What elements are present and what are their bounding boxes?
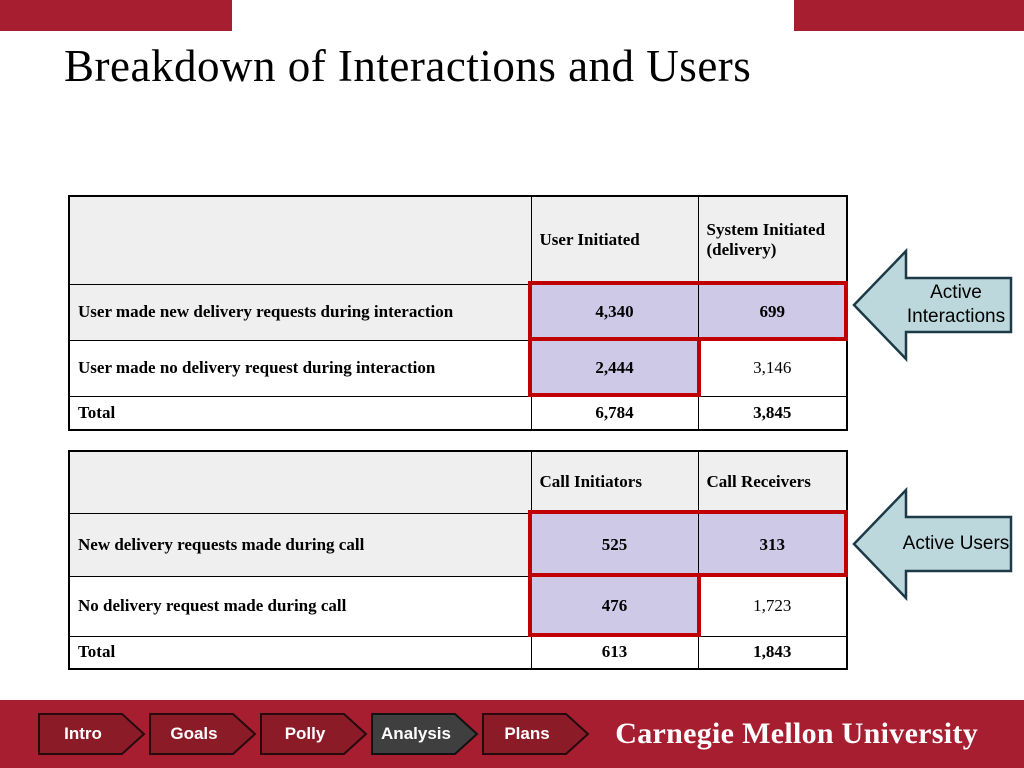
- nav-item-label: Plans: [504, 724, 550, 743]
- nav-item-label: Goals: [170, 724, 218, 743]
- nav-item-goals[interactable]: Goals: [149, 712, 257, 756]
- chevron-shape-icon: [149, 713, 257, 755]
- table-cell: 3,146: [697, 339, 848, 397]
- top-left-accent-bar: [0, 0, 232, 31]
- corner-header-cell: [68, 450, 532, 514]
- table-cell: 525: [530, 512, 699, 577]
- active-users-callout: Active Users: [852, 487, 1014, 601]
- users-table: Call Initiators Call Receivers New deliv…: [68, 450, 848, 670]
- active-interactions-callout: Active Interactions: [852, 248, 1014, 362]
- table-cell: 4,340: [530, 283, 699, 341]
- table-cell: 476: [530, 575, 699, 637]
- row-label: Total: [68, 395, 532, 431]
- nav-item-label: Analysis: [381, 724, 451, 743]
- chevron-shape-icon: [260, 713, 368, 755]
- column-header: System Initiated (delivery): [697, 195, 848, 285]
- nav-item-intro[interactable]: Intro: [38, 712, 146, 756]
- callout-label: Active Interactions: [906, 282, 1006, 327]
- row-label: New delivery requests made during call: [68, 512, 532, 577]
- page-title: Breakdown of Interactions and Users: [64, 41, 752, 91]
- interactions-table: User Initiated System Initiated (deliver…: [68, 195, 848, 431]
- column-header: Call Initiators: [530, 450, 699, 514]
- row-label: User made no delivery request during int…: [68, 339, 532, 397]
- cmu-wordmark: Carnegie Mellon University: [615, 717, 978, 750]
- chevron-shape-icon: [38, 713, 146, 755]
- column-header: User Initiated: [530, 195, 699, 285]
- footer-bar: Intro Goals Polly Analysis: [0, 700, 1024, 768]
- table-cell: 313: [697, 512, 848, 577]
- nav-item-label: Intro: [64, 724, 102, 743]
- nav-item-label: Polly: [284, 724, 326, 743]
- table-cell: 6,784: [530, 395, 699, 431]
- corner-header-cell: [68, 195, 532, 285]
- row-label: Total: [68, 635, 532, 670]
- row-label: No delivery request made during call: [68, 575, 532, 637]
- row-label: User made new delivery requests during i…: [68, 283, 532, 341]
- column-header: Call Receivers: [697, 450, 848, 514]
- table-cell: 2,444: [530, 339, 699, 397]
- table-cell: 613: [530, 635, 699, 670]
- nav-item-plans[interactable]: Plans: [482, 712, 590, 756]
- table-cell: 699: [697, 283, 848, 341]
- nav-item-polly[interactable]: Polly: [260, 712, 368, 756]
- table-cell: 1,723: [697, 575, 848, 637]
- left-arrow-icon: [852, 248, 1013, 362]
- table-cell: 3,845: [697, 395, 848, 431]
- chevron-shape-icon: [371, 713, 479, 755]
- callout-label: Active Users: [902, 533, 1010, 555]
- top-right-accent-bar: [794, 0, 1024, 31]
- left-arrow-icon: [852, 487, 1013, 601]
- table-cell: 1,843: [697, 635, 848, 670]
- nav-item-analysis[interactable]: Analysis: [371, 712, 479, 756]
- section-nav: Intro Goals Polly Analysis: [38, 712, 590, 756]
- chevron-shape-icon: [482, 713, 590, 755]
